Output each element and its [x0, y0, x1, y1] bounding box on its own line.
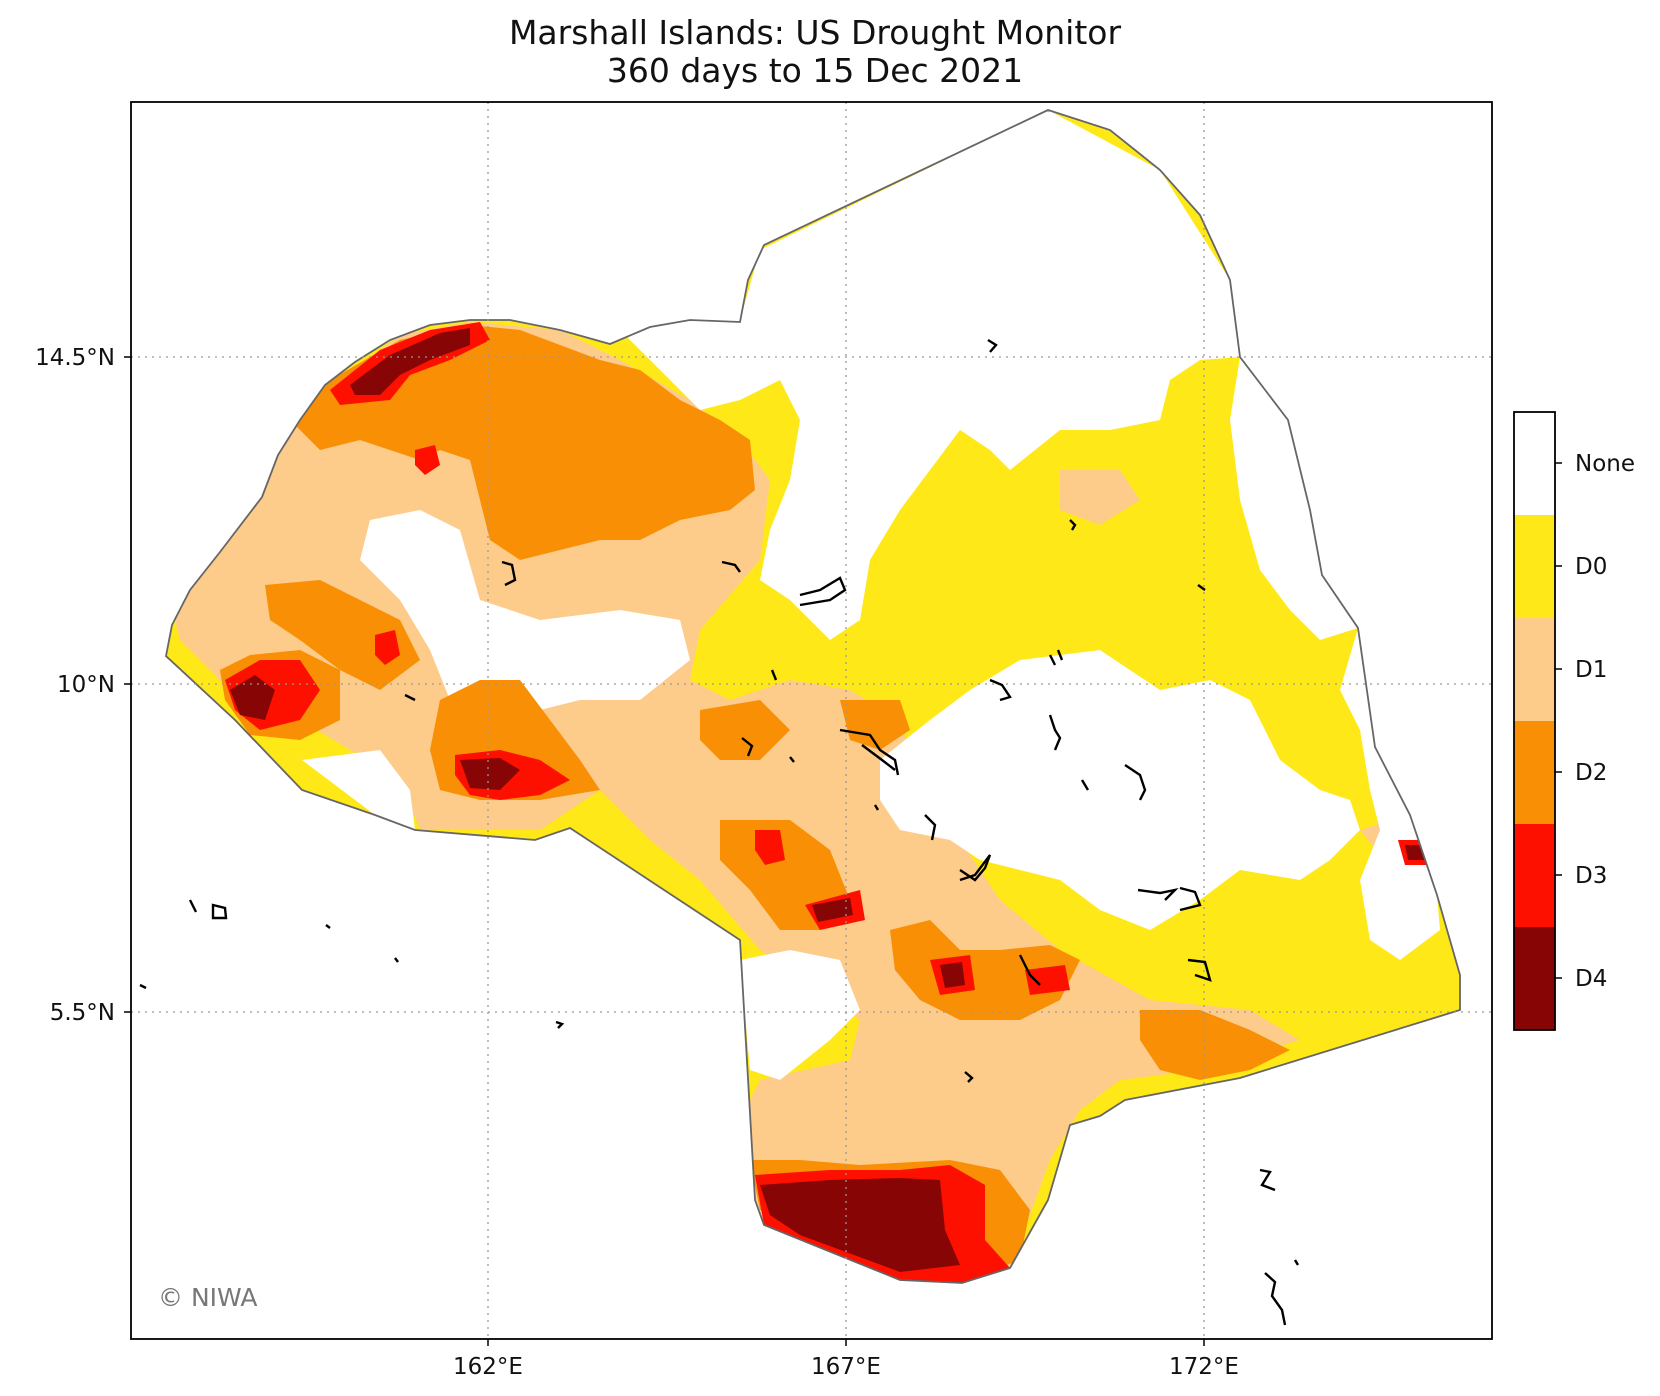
- atoll-outline: [1179, 886, 1202, 912]
- atoll-outline: [770, 669, 778, 681]
- atoll-outline: [959, 854, 992, 882]
- atoll-outline: [1018, 954, 1041, 986]
- atoll-outline: [741, 737, 754, 757]
- atoll-outline: [799, 576, 847, 607]
- legend-label-d0: D0: [1575, 554, 1607, 580]
- atoll-outline: [924, 814, 937, 841]
- x-tick-label: 162°E: [453, 1354, 523, 1380]
- legend-swatch-d2: [1514, 721, 1555, 824]
- d4-area-center-west: [460, 758, 520, 790]
- atoll-outlines: [139, 338, 1300, 1326]
- atoll-outline: [1080, 779, 1090, 791]
- d3-area-small-1: [375, 630, 400, 665]
- chart-title: Marshall Islands: US Drought Monitor: [508, 13, 1122, 52]
- gridlines: [131, 102, 1492, 1339]
- atoll-outline: [989, 678, 1012, 702]
- none-area-west: [360, 510, 690, 740]
- chart-title-block: Marshall Islands: US Drought Monitor 360…: [0, 14, 1630, 90]
- axis-ticks: [124, 356, 1205, 1346]
- atoll-outline: [1197, 584, 1206, 591]
- atoll-outline: [1259, 1168, 1276, 1192]
- legend-swatch-d4: [1514, 927, 1555, 1030]
- d1-area-east2: [1060, 470, 1140, 525]
- d2-area-center: [700, 700, 790, 760]
- atoll-outline: [404, 693, 416, 702]
- atoll-outline: [839, 728, 900, 776]
- d4-area-northwest: [350, 328, 470, 395]
- d3-area-small-3: [755, 830, 785, 865]
- atoll-outline: [325, 924, 331, 929]
- atoll-outline: [1264, 1272, 1287, 1326]
- atoll-outline: [188, 899, 198, 913]
- y-tick-label: 14.5°N: [35, 345, 115, 371]
- legend-label-d3: D3: [1575, 863, 1607, 889]
- d2-area-southeast: [1140, 1010, 1290, 1080]
- x-tick-label: 172°E: [1169, 1354, 1239, 1380]
- d2-area-west2: [265, 580, 420, 690]
- d4-area-small-2: [812, 898, 853, 922]
- eez-boundary: [165, 109, 1461, 1284]
- copyright-watermark: © NIWA: [158, 1283, 258, 1312]
- y-tick-label: 10°N: [57, 672, 115, 698]
- atoll-outline: [873, 804, 880, 811]
- none-area-south: [740, 950, 860, 1080]
- none-area-central: [880, 650, 1360, 930]
- legend-swatch-d1: [1514, 618, 1555, 721]
- d2-area-south-center: [890, 920, 1080, 1020]
- atoll-outline: [1048, 654, 1057, 666]
- legend-swatch-d0: [1514, 515, 1555, 618]
- atoll-outline: [861, 744, 896, 771]
- atoll-outline: [987, 338, 998, 353]
- atoll-outline: [1069, 519, 1077, 531]
- y-tick-label: 5.5°N: [50, 1000, 115, 1026]
- atoll-outline: [1187, 958, 1212, 982]
- none-area-north: [620, 110, 1240, 640]
- atoll-outline: [964, 1071, 974, 1083]
- d4-area-west: [230, 675, 275, 720]
- d2-area-north: [290, 325, 755, 560]
- legend-label-d2: D2: [1575, 760, 1607, 786]
- legend-swatch-d3: [1514, 824, 1555, 927]
- atoll-outline: [1056, 649, 1064, 661]
- legend-swatch-none: [1514, 412, 1555, 515]
- d4-area-small-1: [940, 962, 965, 988]
- d4-area-south: [760, 1178, 960, 1272]
- legend-label-d4: D4: [1575, 966, 1607, 992]
- atoll-outline: [789, 756, 795, 763]
- colorbar-legend: None D0 D1 D2 D3 D4: [1513, 411, 1635, 1031]
- none-area-west2: [302, 750, 415, 830]
- legend-label-none: None: [1575, 451, 1635, 477]
- legend-label-d1: D1: [1575, 657, 1607, 683]
- atoll-outline: [721, 560, 741, 573]
- d2-area-center3: [840, 700, 910, 750]
- atoll-outline: [394, 957, 399, 963]
- atoll-outline: [139, 983, 147, 990]
- atoll-outline: [1137, 888, 1179, 901]
- atoll-outline: [211, 903, 228, 920]
- atoll-outline: [501, 560, 517, 587]
- atoll-outline: [555, 1020, 565, 1029]
- atoll-outline: [1048, 714, 1062, 751]
- d3-area-small-6: [1025, 965, 1070, 995]
- atoll-outline: [1293, 1259, 1300, 1266]
- colorbar-frame: [1513, 411, 1556, 1031]
- x-tick-label: 167°E: [811, 1354, 881, 1380]
- d3-area-small-2: [415, 445, 440, 475]
- plot-frame: [130, 101, 1493, 1340]
- atoll-outline: [1124, 764, 1147, 801]
- none-area-east: [1340, 628, 1440, 960]
- none-area-north2: [1230, 357, 1358, 640]
- chart-subtitle: 360 days to 15 Dec 2021: [606, 51, 1024, 90]
